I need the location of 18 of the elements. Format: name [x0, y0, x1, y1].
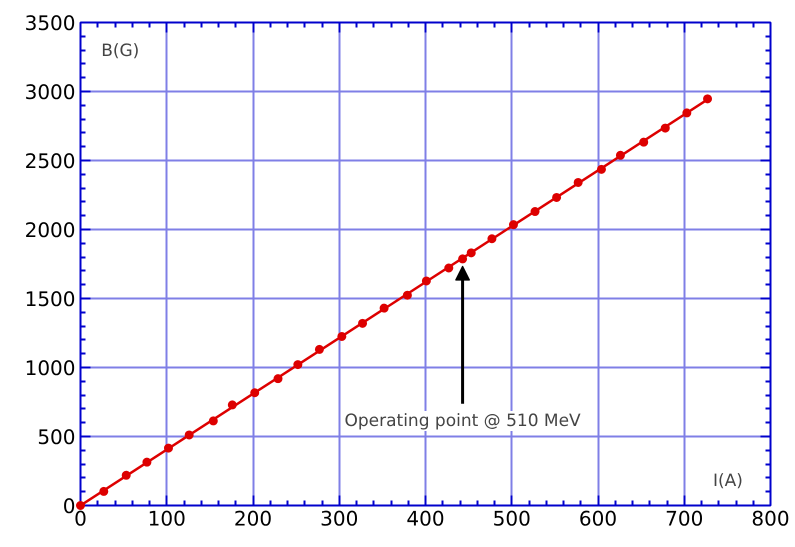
- x-tick-label: 400: [406, 506, 445, 530]
- y-tick-label: 500: [37, 425, 76, 449]
- annotation: Operating point @ 510 MeV: [344, 411, 582, 432]
- x-tick-label: 200: [234, 506, 272, 530]
- x-tick-label: 600: [578, 506, 618, 530]
- x-tick-label: 700: [665, 506, 704, 530]
- x-tick-label: 500: [492, 506, 531, 530]
- y-tick-label: 1500: [24, 287, 76, 311]
- y-tick-label: 3000: [24, 80, 76, 104]
- x-tick-label: 300: [320, 506, 358, 530]
- y-axis-title: B(G): [101, 41, 140, 62]
- x-axis-title: I(A): [712, 471, 743, 492]
- x-tick-label: 800: [751, 506, 790, 530]
- x-tick-label: 100: [148, 506, 186, 530]
- y-tick-label: 2000: [24, 218, 76, 242]
- y-tick-label: 2500: [24, 149, 76, 173]
- y-tick-label: 1000: [24, 356, 76, 380]
- y-tick-label: 3500: [24, 11, 76, 35]
